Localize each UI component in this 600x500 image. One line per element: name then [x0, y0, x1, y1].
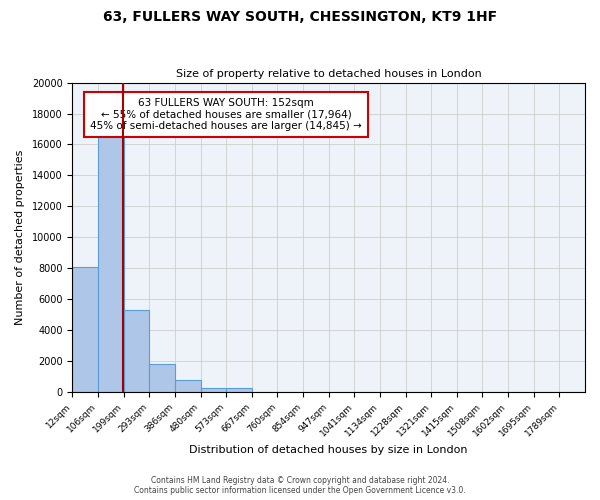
Bar [124, 310, 149, 392]
Bar [175, 380, 200, 392]
Bar [73, 267, 98, 392]
Title: Size of property relative to detached houses in London: Size of property relative to detached ho… [176, 69, 482, 79]
Bar [226, 388, 252, 392]
X-axis label: Distribution of detached houses by size in London: Distribution of detached houses by size … [190, 445, 468, 455]
Bar [200, 388, 226, 392]
Text: 63 FULLERS WAY SOUTH: 152sqm
← 55% of detached houses are smaller (17,964)
45% o: 63 FULLERS WAY SOUTH: 152sqm ← 55% of de… [91, 98, 362, 131]
Y-axis label: Number of detached properties: Number of detached properties [15, 150, 25, 325]
Text: 63, FULLERS WAY SOUTH, CHESSINGTON, KT9 1HF: 63, FULLERS WAY SOUTH, CHESSINGTON, KT9 … [103, 10, 497, 24]
Bar [98, 136, 124, 392]
Bar [149, 364, 175, 392]
Text: Contains HM Land Registry data © Crown copyright and database right 2024.
Contai: Contains HM Land Registry data © Crown c… [134, 476, 466, 495]
